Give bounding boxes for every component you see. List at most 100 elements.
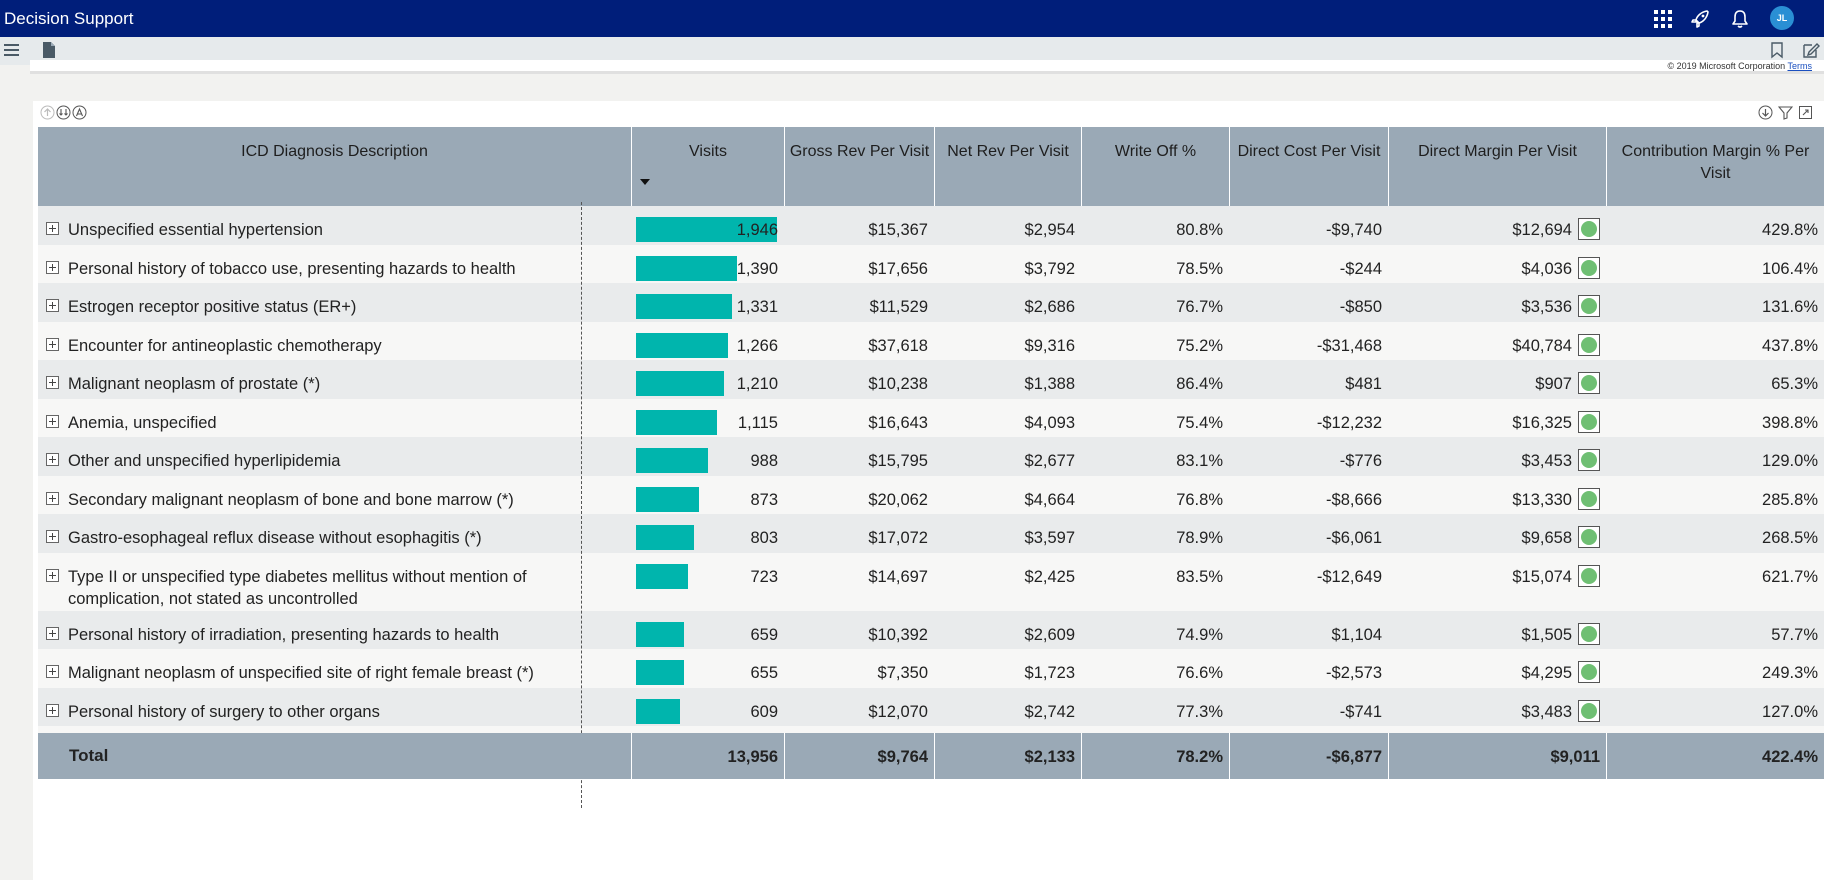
- net-rev-cell: $2,954: [934, 206, 1081, 245]
- total-writeoff: 78.2%: [1176, 748, 1223, 766]
- expand-row-icon[interactable]: [46, 222, 59, 235]
- gross-rev-cell: $11,529: [784, 283, 934, 322]
- table-total-row: Total 13,956 $9,764 $2,133 78.2% -$6,877…: [38, 733, 1824, 779]
- visits-bar: [636, 660, 684, 685]
- gross-rev-value: $17,072: [868, 529, 928, 547]
- expand-row-icon[interactable]: [46, 530, 59, 543]
- left-rail: [0, 65, 30, 880]
- net-rev-value: $2,677: [1024, 452, 1075, 470]
- write-off-value: 76.6%: [1176, 664, 1223, 682]
- gross-rev-cell: $10,238: [784, 360, 934, 399]
- direct-margin-cell: $40,784: [1388, 322, 1606, 361]
- table-row[interactable]: Personal history of surgery to other org…: [38, 687, 1824, 726]
- focus-mode-icon[interactable]: [1798, 105, 1813, 120]
- expand-row-icon[interactable]: [46, 299, 59, 312]
- status-indicator-icon: [1578, 564, 1600, 587]
- column-header-description[interactable]: ICD Diagnosis Description: [241, 143, 428, 160]
- expand-row-icon[interactable]: [46, 665, 59, 678]
- table-row[interactable]: Anemia, unspecified 1,115 $16,643 $4,093 75.…: [38, 398, 1824, 437]
- table-row[interactable]: Type II or unspecified type diabetes mel…: [38, 552, 1824, 611]
- total-visits-cell: 13,956: [631, 733, 784, 779]
- contribution-margin-value: 129.0%: [1762, 452, 1818, 470]
- net-rev-cell: $2,677: [934, 437, 1081, 476]
- terms-link[interactable]: Terms: [1787, 61, 1813, 71]
- drill-down-icon[interactable]: [1758, 105, 1773, 120]
- visits-bar: [636, 371, 724, 396]
- expand-row-icon[interactable]: [46, 453, 59, 466]
- expand-all-icon[interactable]: [72, 105, 87, 120]
- column-header-visits-label: Visits: [689, 143, 727, 160]
- column-header-contribution-margin[interactable]: Contribution Margin % Per Visit: [1606, 127, 1824, 206]
- sort-descending-icon: [640, 179, 650, 185]
- table-row[interactable]: Gastro-esophageal reflux disease without…: [38, 514, 1824, 553]
- table-row[interactable]: Encounter for antineoplastic chemotherap…: [38, 321, 1824, 361]
- expand-row-icon[interactable]: [46, 491, 59, 505]
- drill-up-icon[interactable]: [40, 105, 55, 120]
- direct-cost-cell: -$2,573: [1229, 649, 1388, 688]
- diagnosis-description: Malignant neoplasm of unspecified site o…: [68, 664, 534, 682]
- table-row[interactable]: Other and unspecified hyperlipidemia 988 $…: [38, 437, 1824, 476]
- total-net-cell: $2,133: [934, 733, 1081, 779]
- edit-icon[interactable]: [1802, 41, 1820, 59]
- direct-margin-cell: $13,330: [1388, 476, 1606, 515]
- total-dmargin: $9,011: [1550, 748, 1600, 766]
- avatar[interactable]: JL: [1770, 6, 1794, 30]
- direct-margin-value: $40,784: [1512, 336, 1572, 355]
- write-off-cell: 75.2%: [1081, 322, 1229, 361]
- column-header-direct-cost[interactable]: Direct Cost Per Visit: [1229, 127, 1388, 206]
- table-row[interactable]: Personal history of tobacco use, present…: [38, 244, 1824, 284]
- expand-row-icon[interactable]: [46, 260, 59, 274]
- diagnosis-description: Type II or unspecified type diabetes mel…: [68, 567, 527, 608]
- status-indicator-icon: [1578, 218, 1600, 240]
- contribution-margin-cell: 131.6%: [1606, 283, 1824, 322]
- table-row[interactable]: Malignant neoplasm of prostate (*) 1,210 $…: [38, 360, 1824, 399]
- visits-value: 723: [750, 567, 778, 586]
- status-indicator-icon: [1578, 410, 1600, 433]
- description-cell: Personal history of irradiation, present…: [38, 611, 631, 650]
- expand-row-icon[interactable]: [46, 703, 59, 717]
- direct-margin-value: $13,330: [1512, 490, 1572, 509]
- expand-row-icon[interactable]: [46, 337, 59, 351]
- visits-value: 1,210: [736, 375, 778, 393]
- filter-icon[interactable]: [1778, 105, 1793, 120]
- total-cm-cell: 422.4%: [1606, 733, 1824, 779]
- expand-row-icon[interactable]: [46, 376, 59, 389]
- table-row[interactable]: Malignant neoplasm of unspecified site o…: [38, 649, 1824, 688]
- table-row[interactable]: Personal history of irradiation, present…: [38, 610, 1824, 650]
- column-header-visits[interactable]: Visits: [631, 127, 784, 206]
- expand-row-icon[interactable]: [46, 626, 59, 640]
- diagnosis-description: Other and unspecified hyperlipidemia: [68, 452, 341, 470]
- visits-bar: [636, 486, 700, 512]
- rocket-icon[interactable]: [1690, 9, 1710, 29]
- direct-margin-cell: $4,036: [1388, 245, 1606, 284]
- hamburger-menu-icon[interactable]: [3, 41, 21, 59]
- direct-margin-value: $4,036: [1521, 259, 1572, 278]
- document-icon[interactable]: [40, 41, 58, 59]
- column-header-write-off[interactable]: Write Off %: [1081, 127, 1229, 206]
- bookmark-icon[interactable]: [1768, 41, 1786, 59]
- net-rev-cell: $3,597: [934, 514, 1081, 553]
- expand-row-icon[interactable]: [46, 414, 59, 428]
- contribution-margin-value: 621.7%: [1762, 567, 1818, 586]
- write-off-value: 75.4%: [1176, 413, 1223, 432]
- bell-icon[interactable]: [1730, 9, 1750, 29]
- direct-margin-value: $16,325: [1512, 413, 1572, 432]
- direct-margin-cell: $12,694: [1388, 206, 1606, 245]
- expand-row-icon[interactable]: [46, 568, 59, 582]
- contribution-margin-value: 398.8%: [1762, 413, 1818, 432]
- column-header-gross-rev[interactable]: Gross Rev Per Visit: [784, 127, 934, 206]
- next-level-icon[interactable]: [56, 105, 71, 120]
- column-header-net-rev[interactable]: Net Rev Per Visit: [934, 127, 1081, 206]
- direct-cost-cell: -$776: [1229, 437, 1388, 476]
- table-row[interactable]: Estrogen receptor positive status (ER+) 1…: [38, 283, 1824, 322]
- column-header-direct-margin[interactable]: Direct Margin Per Visit: [1388, 127, 1606, 206]
- direct-margin-value: $9,658: [1521, 529, 1572, 547]
- description-cell: Type II or unspecified type diabetes mel…: [38, 553, 631, 611]
- direct-cost-value: -$12,649: [1316, 567, 1382, 586]
- visits-value: 609: [750, 702, 778, 721]
- write-off-cell: 86.4%: [1081, 360, 1229, 399]
- app-launcher-icon[interactable]: [1653, 9, 1673, 29]
- gross-rev-value: $10,238: [868, 375, 928, 393]
- table-row[interactable]: Secondary malignant neoplasm of bone and…: [38, 475, 1824, 515]
- table-row[interactable]: Unspecified essential hypertension 1,946 $…: [38, 206, 1824, 245]
